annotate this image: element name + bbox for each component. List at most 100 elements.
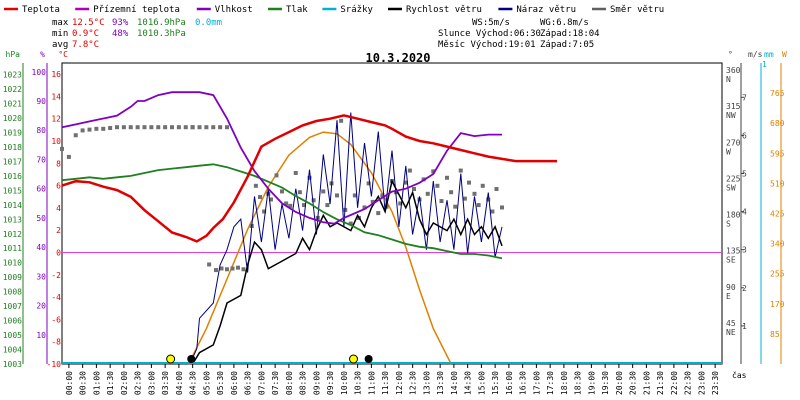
temp-tick: -6 xyxy=(51,315,61,324)
wind-dir-point xyxy=(403,180,408,185)
ms-tick: 6 xyxy=(742,131,747,140)
wind-dir-point xyxy=(472,191,477,196)
wind-dir-point xyxy=(262,209,267,214)
x-tick: 10:00 xyxy=(340,371,349,395)
mm-tick: 1 xyxy=(762,60,767,69)
wind-dir-point xyxy=(197,125,202,130)
wind-dir-point xyxy=(225,267,229,272)
humidity-line xyxy=(61,91,502,225)
ms-unit: m/s xyxy=(748,50,763,59)
stat-max-temp: 12.5°C xyxy=(72,18,105,28)
wind-dir-point xyxy=(211,125,216,130)
pct-unit: % xyxy=(40,50,45,59)
x-tick: 14:00 xyxy=(450,371,459,395)
x-tick: 20:00 xyxy=(615,371,624,395)
hpa-tick: 1017 xyxy=(3,157,22,166)
stat-max-hum: 93% xyxy=(112,18,129,28)
dir-label: SE xyxy=(726,256,736,265)
ms-tick: 1 xyxy=(742,322,747,331)
wind-dir-point xyxy=(142,125,147,130)
hpa-tick: 1007 xyxy=(3,302,22,311)
x-tick: 01:00 xyxy=(92,371,101,395)
ms-tick: 5 xyxy=(742,169,747,178)
x-tick: 00:00 xyxy=(65,371,74,395)
x-tick: 13:00 xyxy=(422,371,431,395)
wind-dir-point xyxy=(218,125,223,130)
dir-tick: 90 xyxy=(726,283,736,292)
x-tick: 16:00 xyxy=(505,371,514,395)
stat-max-press: 1016.9hPa xyxy=(137,18,186,28)
wind-dir-point xyxy=(449,190,454,195)
x-tick: 17:00 xyxy=(532,371,541,395)
hpa-tick: 1015 xyxy=(3,186,22,195)
hpa-tick: 1010 xyxy=(3,259,22,268)
hpa-tick: 1020 xyxy=(3,114,22,123)
pct-tick: 70 xyxy=(36,155,46,164)
stat-max-rain: 0.0mm xyxy=(195,18,222,28)
legend-item-7: Směr větru xyxy=(592,5,664,15)
temp-tick: 16 xyxy=(51,70,61,79)
x-tick: 22:00 xyxy=(670,371,679,395)
legend-label: Teplota xyxy=(22,5,60,15)
w-tick: 170 xyxy=(770,300,785,309)
dir-tick: 45 xyxy=(726,319,736,328)
wind-dir-point xyxy=(293,170,298,175)
wind-dir-point xyxy=(236,265,240,270)
x-tick: 02:00 xyxy=(120,371,129,395)
dir-label: SW xyxy=(726,183,736,192)
dir-tick: 360 xyxy=(726,66,741,75)
x-tick: 05:30 xyxy=(216,371,225,395)
w-tick: 595 xyxy=(770,149,785,158)
info-moon-set: Západ:7:05 xyxy=(540,40,594,50)
stat-min-temp: 0.9°C xyxy=(72,29,99,39)
wind-dir-point xyxy=(380,193,385,198)
wind-dir-point xyxy=(398,201,403,206)
x-tick: 18:00 xyxy=(560,371,569,395)
pct-tick: 100 xyxy=(32,68,47,77)
wind-dir-point xyxy=(170,125,174,130)
temp-tick: 8 xyxy=(56,159,61,168)
wind-dir-point xyxy=(219,266,224,271)
wind-dir-point xyxy=(183,125,188,130)
wind-dir-point xyxy=(274,173,279,178)
wind-dir-point xyxy=(453,204,458,209)
legend: Teplota Přízemní teplota Vlhkost Tlak Srážky… xyxy=(4,5,664,15)
w-tick: 765 xyxy=(770,89,785,98)
x-tick: 06:00 xyxy=(230,371,239,395)
w-tick: 510 xyxy=(770,179,785,188)
wind-dir-point xyxy=(370,199,375,204)
x-tick: 03:30 xyxy=(161,371,170,395)
wind-dir-point xyxy=(425,191,430,196)
info-sun-set: Západ:18:04 xyxy=(540,29,600,39)
wind-dir-point xyxy=(500,205,504,210)
x-tick: 10:30 xyxy=(354,371,363,395)
x-tick: 15:00 xyxy=(477,371,486,395)
temp-tick: 14 xyxy=(51,92,61,101)
hpa-tick: 1006 xyxy=(3,317,22,326)
info-sun: Slunce Východ:06:30 xyxy=(438,29,541,39)
moon-moonrise-marker xyxy=(364,355,373,363)
wind-dir-point xyxy=(190,125,195,130)
x-tick: 14:30 xyxy=(464,371,473,395)
wind-dir-point xyxy=(445,175,449,180)
hpa-tick: 1003 xyxy=(3,360,22,369)
legend-label: Vlhkost xyxy=(215,5,253,15)
wind-dir-point xyxy=(339,118,344,123)
wind-dir-point xyxy=(241,267,246,272)
wind-dir-point xyxy=(352,193,357,198)
wind-dir-point xyxy=(225,125,229,130)
legend-label: Náraz větru xyxy=(516,5,576,15)
wind-dir-point xyxy=(266,191,271,196)
hpa-tick: 1012 xyxy=(3,230,22,239)
sun-sunset-marker xyxy=(349,354,358,364)
wind-dir-point xyxy=(204,125,209,130)
hpa-tick: 1013 xyxy=(3,215,22,224)
x-tick: 00:30 xyxy=(79,371,88,395)
x-tick: 13:30 xyxy=(436,371,445,395)
wind-dir-point xyxy=(439,199,444,204)
hpa-tick: 1021 xyxy=(3,100,22,109)
w-tick: 340 xyxy=(770,240,785,249)
ms-tick: 7 xyxy=(742,93,747,102)
